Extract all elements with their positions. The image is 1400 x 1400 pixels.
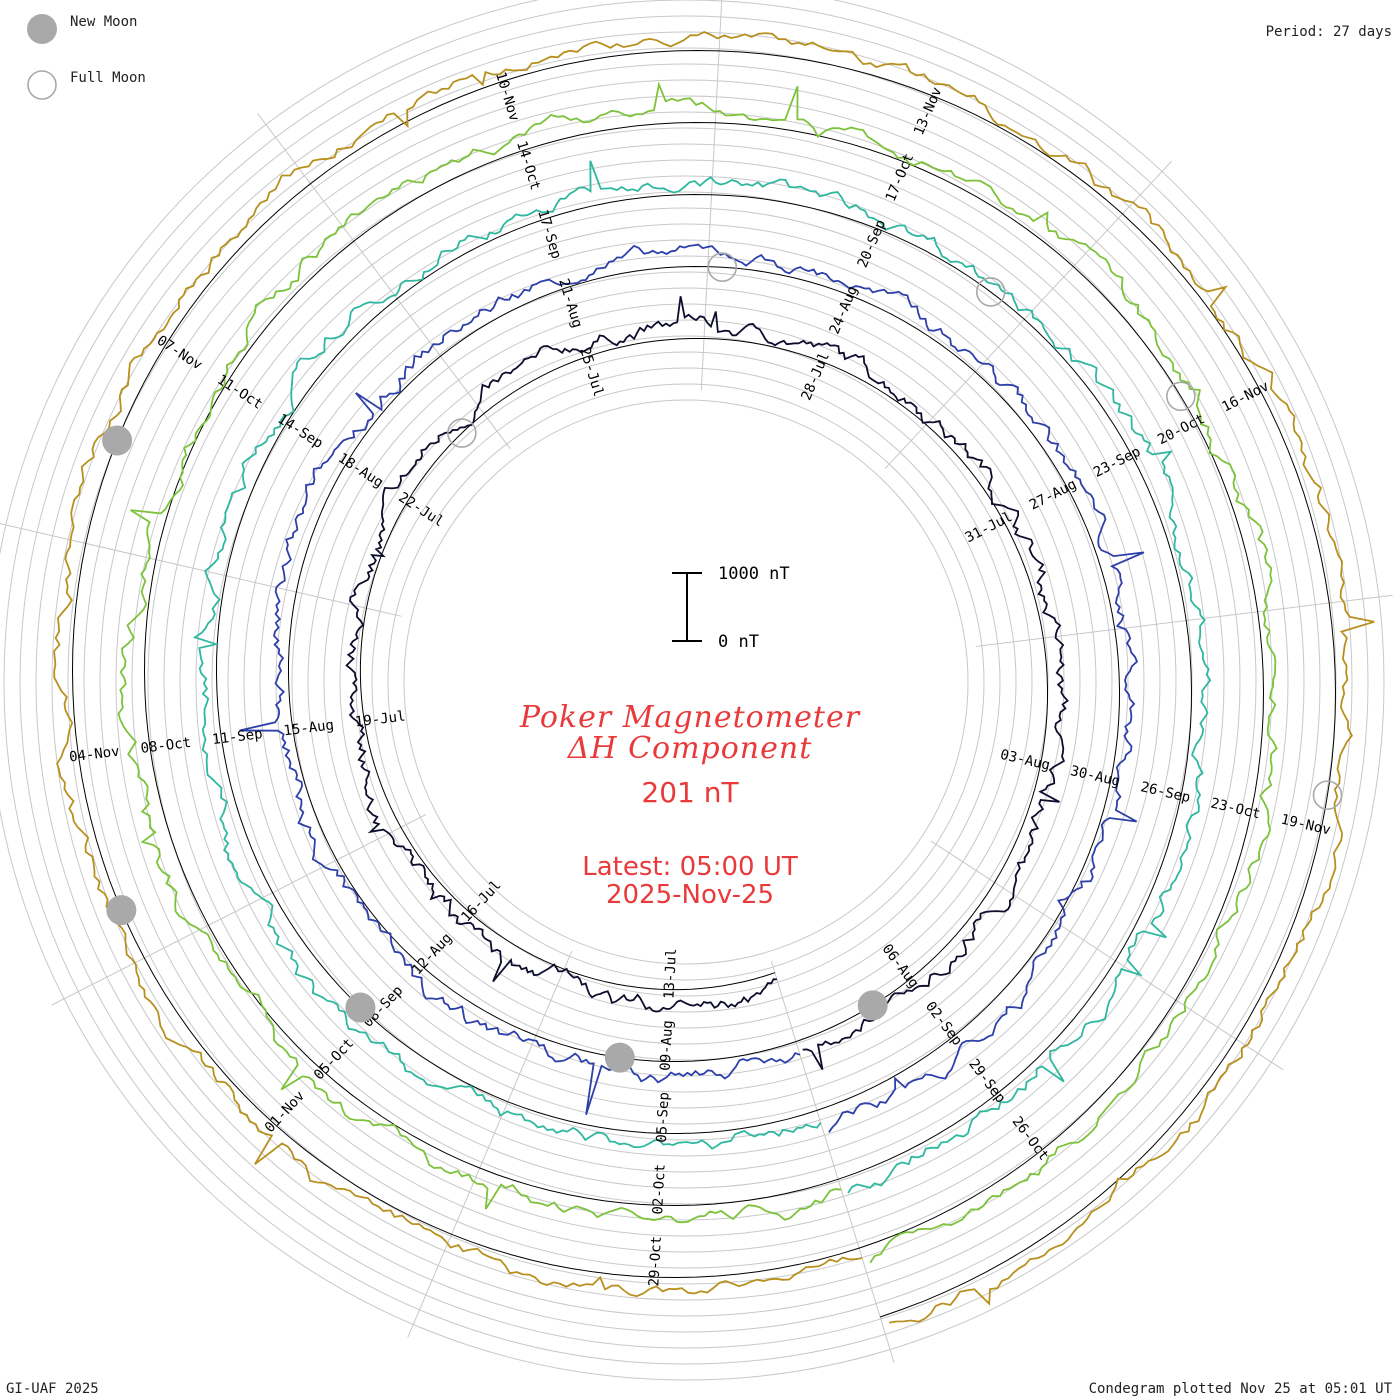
date-label: 18-Aug	[335, 450, 386, 491]
date-label: 17-Oct	[883, 151, 917, 204]
grid-circle	[227, 223, 1145, 1141]
grid-circle	[19, 15, 1353, 1349]
grid-circle	[291, 287, 1081, 1077]
moon-marker-layer	[102, 252, 1343, 1073]
chart-subtitle: ΔH Component	[567, 731, 813, 766]
current-value: 201 nT	[641, 776, 739, 809]
date-label: 10-Nov	[492, 70, 522, 123]
new-moon-marker	[857, 990, 888, 1021]
date-label: 09-Aug	[658, 1020, 677, 1071]
new-moon-marker	[604, 1042, 635, 1073]
date-label: 05-Oct	[311, 1035, 357, 1083]
grid-circle	[323, 319, 1049, 1045]
grid-circle	[51, 47, 1321, 1317]
grid-circle	[83, 79, 1289, 1285]
date-label: 14-Sep	[275, 411, 326, 452]
grid-circle	[195, 191, 1177, 1173]
grid-circle	[147, 143, 1225, 1221]
full-moon-marker	[1166, 381, 1196, 412]
date-label: 13-Jul	[661, 948, 680, 999]
date-label: 24-Aug	[827, 284, 861, 337]
date-label: 11-Oct	[214, 372, 265, 413]
scale-bar: 1000 nT 0 nT	[672, 564, 790, 652]
grid-circle	[3, 0, 1369, 1365]
date-label: 07-Nov	[154, 333, 205, 374]
date-label: 05-Sep	[654, 1092, 673, 1143]
grid-circle	[275, 271, 1097, 1093]
legend-full-moon-label: Full Moon	[70, 70, 146, 86]
date-label: 12-Aug	[409, 930, 455, 978]
grid-circle	[243, 239, 1129, 1125]
trace-jul	[345, 296, 1069, 1070]
date-label: 14-Oct	[513, 139, 543, 192]
date-label: 13-Nov	[911, 85, 945, 138]
grid-spoke	[930, 840, 1284, 1071]
grid-spoke	[884, 160, 1172, 469]
period-label: Period: 27 days	[1265, 24, 1392, 40]
date-label: 04-Nov	[68, 744, 120, 766]
grid-circle	[115, 111, 1257, 1253]
grid-spoke	[975, 594, 1393, 647]
full-moon-marker	[447, 418, 477, 448]
new-moon-marker	[102, 425, 133, 456]
date-label: 02-Oct	[650, 1164, 669, 1215]
full-moon-marker	[975, 277, 1006, 307]
footer-plotted-time: Condegram plotted Nov 25 at 05:01 UT	[1088, 1381, 1392, 1397]
grid-circle	[403, 399, 969, 965]
trace-aug	[239, 243, 1145, 1133]
full-moon-marker	[1312, 780, 1343, 810]
baseline-spiral	[71, 49, 1337, 1318]
date-label: 17-Sep	[534, 208, 564, 261]
scale-bar-top-label: 1000 nT	[718, 564, 790, 584]
full-moon-icon	[27, 70, 57, 100]
grid-spoke	[770, 961, 895, 1364]
new-moon-icon	[27, 14, 57, 44]
grid-circle	[35, 31, 1337, 1333]
full-moon-marker	[707, 252, 738, 282]
trace-sep	[192, 160, 1212, 1194]
date-label: 28-Jul	[798, 350, 832, 403]
date-label: 21-Aug	[555, 277, 585, 330]
trace-oct	[117, 81, 1278, 1264]
new-moon-marker	[345, 992, 376, 1023]
grid-circle	[307, 303, 1065, 1061]
grid-circle	[355, 351, 1017, 1013]
grid-spoke	[0, 523, 402, 617]
date-label: 11-Sep	[211, 726, 263, 748]
grid-circle	[371, 367, 1001, 997]
grid-circle	[259, 255, 1113, 1109]
date-label: 15-Aug	[283, 717, 335, 739]
scale-bar-bottom-label: 0 nT	[718, 632, 759, 652]
date-label: 08-Oct	[140, 735, 192, 757]
grid-spoke	[257, 113, 511, 450]
footer-credit: GI-UAF 2025	[6, 1381, 99, 1397]
new-moon-marker	[106, 895, 137, 926]
trace-layer	[53, 31, 1375, 1324]
date-label: 29-Oct	[646, 1236, 665, 1287]
grid-circle	[387, 383, 985, 981]
chart-title: Poker Magnetometer	[519, 700, 861, 735]
grid-spoke	[51, 814, 427, 1006]
date-label: 29-Sep	[965, 1056, 1008, 1106]
date-label: 01-Nov	[262, 1088, 308, 1136]
grid-spoke	[407, 950, 573, 1338]
date-label: 19-Jul	[354, 708, 406, 730]
legend-new-moon-label: New Moon	[70, 14, 138, 30]
latest-time: Latest: 05:00 UT	[582, 852, 798, 882]
grid-circle	[99, 95, 1273, 1269]
grid-circle	[131, 127, 1241, 1237]
date-label: 20-Sep	[855, 217, 889, 270]
grid-circle	[0, 0, 1385, 1381]
trace-nov	[53, 31, 1375, 1324]
latest-date: 2025-Nov-25	[605, 880, 775, 910]
grid-circle	[339, 335, 1033, 1029]
grid-circle	[67, 63, 1305, 1301]
center-title-block: Poker Magnetometer ΔH Component 201 nT L…	[440, 700, 940, 909]
date-label: 25-Jul	[576, 346, 606, 399]
grid-circle	[179, 175, 1193, 1189]
grid-circle	[211, 207, 1161, 1157]
